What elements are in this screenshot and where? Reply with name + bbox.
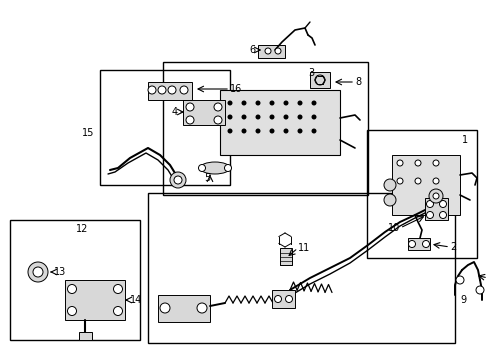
Bar — [158, 295, 209, 322]
Text: 4: 4 — [171, 107, 178, 117]
Circle shape — [269, 114, 274, 120]
Text: 13: 13 — [54, 267, 66, 277]
Text: 9: 9 — [459, 295, 465, 305]
Circle shape — [396, 160, 402, 166]
Circle shape — [432, 178, 438, 184]
Circle shape — [255, 114, 260, 120]
Circle shape — [264, 48, 270, 54]
Circle shape — [311, 100, 316, 105]
Bar — [163, 62, 367, 195]
Circle shape — [67, 284, 76, 293]
Bar — [220, 90, 339, 155]
Circle shape — [314, 75, 325, 85]
Text: 7: 7 — [487, 273, 488, 283]
Text: 1: 1 — [461, 135, 467, 145]
Circle shape — [274, 296, 281, 302]
Bar — [148, 82, 192, 100]
Circle shape — [198, 165, 205, 171]
Bar — [407, 238, 429, 250]
Circle shape — [214, 116, 222, 124]
Circle shape — [160, 303, 170, 313]
Bar — [309, 72, 329, 88]
Circle shape — [227, 114, 232, 120]
Circle shape — [197, 303, 206, 313]
Circle shape — [241, 129, 246, 134]
Circle shape — [185, 116, 194, 124]
Circle shape — [255, 129, 260, 134]
Circle shape — [168, 86, 176, 94]
Circle shape — [33, 267, 43, 277]
Circle shape — [422, 240, 428, 248]
Bar — [100, 70, 229, 185]
Circle shape — [283, 114, 288, 120]
Circle shape — [227, 129, 232, 134]
Bar — [271, 290, 294, 308]
Text: 15: 15 — [81, 128, 94, 138]
Circle shape — [174, 176, 182, 184]
Text: 10: 10 — [387, 223, 399, 233]
Bar — [79, 332, 92, 340]
Text: 11: 11 — [297, 243, 309, 253]
Circle shape — [274, 48, 281, 54]
Circle shape — [407, 240, 415, 248]
Circle shape — [428, 189, 442, 203]
Circle shape — [396, 178, 402, 184]
Circle shape — [426, 201, 433, 207]
Circle shape — [113, 306, 122, 315]
Bar — [391, 155, 459, 215]
Text: 5: 5 — [203, 173, 209, 183]
Bar — [280, 248, 291, 265]
Circle shape — [439, 201, 446, 207]
Circle shape — [269, 129, 274, 134]
Circle shape — [426, 211, 433, 219]
Bar — [148, 193, 454, 343]
Circle shape — [170, 172, 185, 188]
Circle shape — [455, 276, 463, 284]
Text: 6: 6 — [249, 45, 256, 55]
Text: 2: 2 — [449, 242, 455, 252]
Circle shape — [283, 129, 288, 134]
Text: 12: 12 — [76, 224, 88, 234]
Bar — [183, 100, 224, 125]
Bar — [366, 130, 476, 258]
Circle shape — [311, 129, 316, 134]
Text: 16: 16 — [229, 84, 242, 94]
Circle shape — [383, 179, 395, 191]
Circle shape — [414, 178, 420, 184]
Circle shape — [283, 100, 288, 105]
Text: 3: 3 — [307, 68, 313, 78]
Circle shape — [432, 193, 438, 199]
Circle shape — [297, 129, 302, 134]
Bar — [10, 220, 140, 340]
Circle shape — [475, 286, 483, 294]
Bar — [258, 45, 285, 58]
Circle shape — [28, 262, 48, 282]
Circle shape — [113, 284, 122, 293]
Circle shape — [285, 296, 292, 302]
Circle shape — [148, 86, 156, 94]
Text: 8: 8 — [354, 77, 360, 87]
Circle shape — [158, 86, 165, 94]
Bar — [65, 280, 125, 320]
Circle shape — [297, 114, 302, 120]
Bar — [424, 198, 447, 220]
Circle shape — [439, 211, 446, 219]
Circle shape — [255, 100, 260, 105]
Circle shape — [214, 103, 222, 111]
Circle shape — [297, 100, 302, 105]
Circle shape — [311, 114, 316, 120]
Circle shape — [383, 194, 395, 206]
Text: 14: 14 — [130, 295, 142, 305]
Circle shape — [432, 160, 438, 166]
Ellipse shape — [200, 162, 229, 174]
Circle shape — [185, 103, 194, 111]
Circle shape — [269, 100, 274, 105]
Circle shape — [227, 100, 232, 105]
Circle shape — [180, 86, 187, 94]
Circle shape — [414, 160, 420, 166]
Circle shape — [67, 306, 76, 315]
Circle shape — [241, 114, 246, 120]
Circle shape — [224, 165, 231, 171]
Circle shape — [241, 100, 246, 105]
